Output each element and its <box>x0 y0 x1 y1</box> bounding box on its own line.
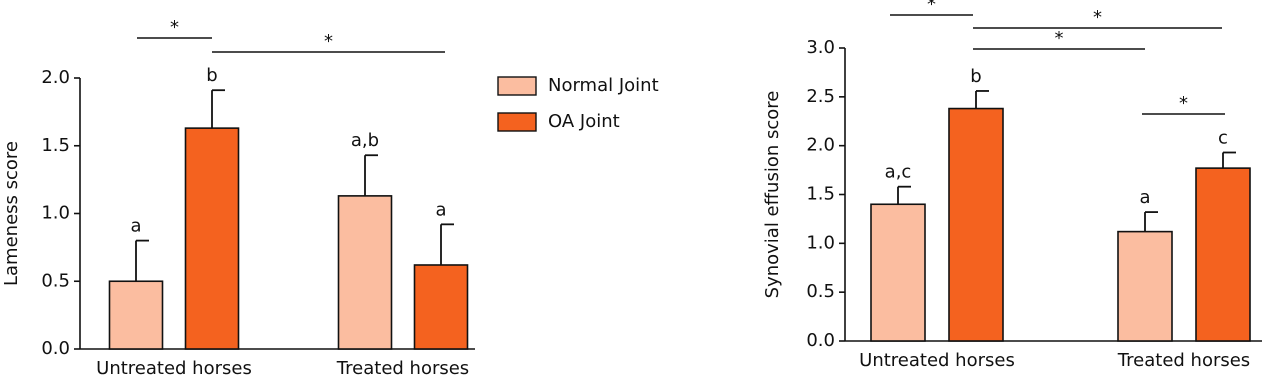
y-tick-label: 0.0 <box>41 338 70 359</box>
value-label: b <box>206 65 217 86</box>
y-tick-label: 0.5 <box>41 270 70 291</box>
value-label: c <box>1218 128 1228 149</box>
y-tick-label: 2.5 <box>806 86 835 107</box>
y-tick-label: 3.0 <box>806 37 835 58</box>
value-label: a <box>1139 187 1150 208</box>
value-label: a,b <box>351 130 379 151</box>
bar <box>184 127 240 350</box>
x-tick-label: Untreated horses <box>859 350 1015 371</box>
y-tick-label: 0.5 <box>806 281 835 302</box>
bar <box>1195 167 1251 342</box>
value-label: b <box>970 66 981 87</box>
significance-label: * <box>1055 28 1064 49</box>
value-label: a <box>435 199 446 220</box>
y-tick-label: 1.5 <box>806 184 835 205</box>
significance-label: * <box>324 31 333 52</box>
significance-label: * <box>170 17 179 38</box>
y-tick-label: 1.5 <box>41 135 70 156</box>
bar <box>870 203 926 342</box>
x-tick-label: Untreated horses <box>96 358 252 377</box>
bar <box>108 280 164 350</box>
y-axis-label: Lameness score <box>1 141 22 286</box>
x-tick-label: Treated horses <box>336 358 469 377</box>
y-tick-label: 1.0 <box>41 203 70 224</box>
bar <box>1117 230 1173 342</box>
significance-label: * <box>1179 93 1188 114</box>
significance-label: * <box>927 0 936 15</box>
legend-swatch <box>497 76 537 96</box>
legend-label: Normal Joint <box>548 75 659 96</box>
value-label: a <box>130 216 141 237</box>
significance-label: * <box>1093 7 1102 28</box>
y-tick-label: 2.0 <box>806 135 835 156</box>
y-tick-label: 2.0 <box>41 67 70 88</box>
legend-label: OA Joint <box>548 111 620 132</box>
bar <box>948 107 1004 342</box>
y-tick-label: 0.0 <box>806 330 835 351</box>
bar <box>337 195 393 350</box>
y-axis-label: Synovial effusion score <box>762 91 783 299</box>
x-tick-label: Treated horses <box>1117 350 1250 371</box>
bar <box>413 264 469 350</box>
y-tick-label: 1.0 <box>806 232 835 253</box>
legend-swatch <box>497 112 537 132</box>
value-label: a,c <box>885 162 912 183</box>
